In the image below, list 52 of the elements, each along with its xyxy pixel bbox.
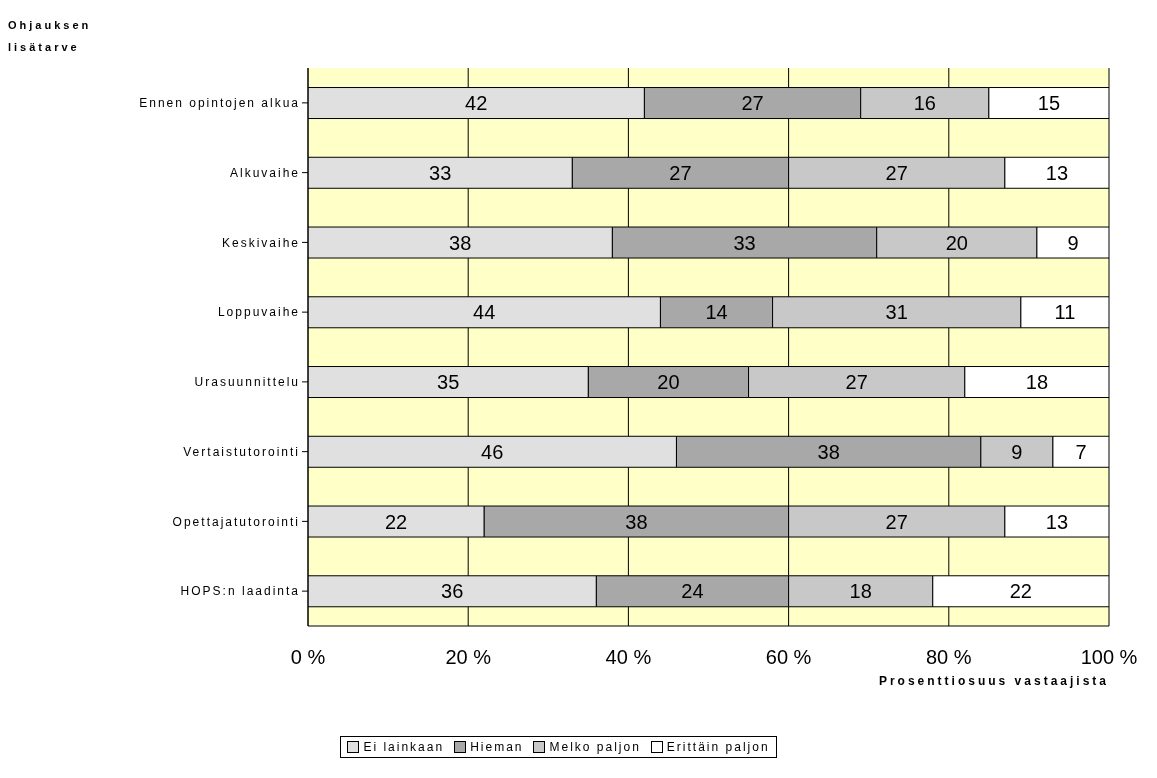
data-label: 18 bbox=[1025, 371, 1049, 394]
legend-label: Erittäin paljon bbox=[666, 740, 770, 754]
y-axis-title: Ohjauksen lisätarve bbox=[8, 18, 93, 55]
data-label: 27 bbox=[885, 510, 908, 533]
data-label: 20 bbox=[657, 371, 680, 394]
y-tick-label: Urasuunnittelu bbox=[194, 375, 300, 390]
data-label: 27 bbox=[885, 161, 908, 184]
data-label: 16 bbox=[913, 92, 936, 115]
data-label: 22 bbox=[384, 510, 408, 533]
data-label: 38 bbox=[625, 510, 648, 533]
data-label: 27 bbox=[741, 92, 764, 115]
x-tick-label: 0 % bbox=[290, 646, 326, 669]
y-tick-label: Loppuvaihe bbox=[217, 305, 300, 320]
y-tick-label: Alkuvaihe bbox=[229, 165, 300, 180]
data-label: 31 bbox=[885, 301, 908, 324]
data-label: 46 bbox=[481, 440, 504, 463]
legend-label: Ei lainkaan bbox=[363, 740, 445, 754]
data-label: 27 bbox=[845, 371, 868, 394]
legend-label: Melko paljon bbox=[549, 740, 641, 754]
data-label: 9 bbox=[1011, 440, 1023, 463]
data-label: 35 bbox=[437, 371, 460, 394]
x-axis-title: Prosenttiosuus vastaajista bbox=[878, 673, 1109, 688]
y-tick-label: HOPS:n laadinta bbox=[180, 584, 300, 599]
data-label: 42 bbox=[465, 92, 488, 115]
data-label: 36 bbox=[441, 580, 464, 603]
data-label: 14 bbox=[705, 301, 728, 324]
data-label: 18 bbox=[849, 580, 872, 603]
data-label: 33 bbox=[733, 231, 756, 254]
x-tick-label: 100 % bbox=[1080, 646, 1138, 669]
data-label: 27 bbox=[669, 161, 692, 184]
y-tick-label: Opettajatutorointi bbox=[172, 514, 300, 529]
data-label: 13 bbox=[1045, 510, 1069, 533]
x-tick-label: 80 % bbox=[926, 646, 972, 669]
y-tick-label: Vertaistutorointi bbox=[183, 444, 300, 459]
data-label: 20 bbox=[945, 231, 968, 254]
data-label: 11 bbox=[1054, 301, 1076, 324]
data-label: 7 bbox=[1075, 440, 1087, 463]
data-label: 22 bbox=[1009, 580, 1033, 603]
data-label: 38 bbox=[817, 440, 840, 463]
data-label: 24 bbox=[681, 580, 704, 603]
data-label: 13 bbox=[1045, 161, 1069, 184]
x-tick-label: 20 % bbox=[445, 646, 492, 669]
data-label: 38 bbox=[449, 231, 472, 254]
data-label: 15 bbox=[1037, 92, 1061, 115]
x-tick-label: 60 % bbox=[765, 646, 812, 669]
y-tick-label: Keskivaihe bbox=[221, 235, 300, 250]
data-label: 44 bbox=[473, 301, 496, 324]
y-tick-label: Ennen opintojen alkua bbox=[139, 96, 300, 111]
data-label: 9 bbox=[1067, 231, 1079, 254]
x-tick-label: 40 % bbox=[605, 646, 652, 669]
data-label: 33 bbox=[429, 161, 452, 184]
legend-label: Hieman bbox=[470, 740, 524, 754]
